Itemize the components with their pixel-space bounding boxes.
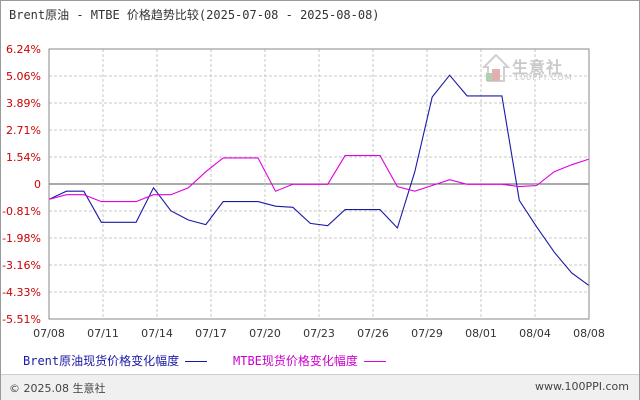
x-tick-label: 08/01 (465, 327, 497, 340)
x-tick-label: 07/20 (249, 327, 281, 340)
x-tick-label: 07/17 (195, 327, 227, 340)
x-tick-label: 08/04 (519, 327, 551, 340)
y-tick-label: 6.24% (6, 43, 41, 56)
line-chart: 6.24% 5.06% 3.89% 2.71% 1.54% 0 -0.81% -1.98% -3… (2, 43, 605, 340)
y-tick-label: -3.16% (2, 259, 41, 272)
legend-swatch-mtbe (363, 361, 386, 362)
y-tick-label: -4.33% (2, 286, 41, 299)
legend-swatch-brent (185, 361, 208, 362)
y-tick-label: -1.98% (2, 232, 41, 245)
legend-item-mtbe: MTBE现货价格变化幅度 (233, 352, 386, 369)
y-tick-label: 5.06% (6, 70, 41, 83)
y-tick-label: -5.51% (2, 313, 41, 326)
legend-label-mtbe: MTBE现货价格变化幅度 (233, 354, 358, 368)
y-tick-label: 3.89% (6, 97, 41, 110)
legend-item-brent: Brent原油现货价格变化幅度 (23, 352, 208, 369)
y-tick-label: 0 (34, 178, 41, 191)
x-tick-label: 08/08 (573, 327, 605, 340)
mtbe-price-line (49, 155, 589, 203)
x-tick-label: 07/11 (87, 327, 119, 340)
y-tick-label: 1.54% (6, 151, 41, 164)
x-tick-label: 07/08 (33, 327, 65, 340)
plot-border (48, 48, 590, 320)
footer-bar: © 2025.08 生意社 www.100PPI.com (1, 374, 639, 400)
x-tick-label: 07/29 (411, 327, 443, 340)
y-tick-label: 2.71% (6, 124, 41, 137)
x-tick-label: 07/26 (357, 327, 389, 340)
footer-website-link[interactable]: www.100PPI.com (535, 380, 629, 393)
x-tick-label: 07/23 (303, 327, 335, 340)
legend-label-brent: Brent原油现货价格变化幅度 (23, 354, 180, 368)
footer-copyright: © 2025.08 生意社 (9, 382, 106, 395)
x-tick-label: 07/14 (141, 327, 173, 340)
brent-price-line (49, 74, 589, 287)
y-tick-label: -0.81% (2, 205, 41, 218)
chart-title: Brent原油 - MTBE 价格趋势比较(2025-07-08 - 2025-… (9, 8, 380, 22)
